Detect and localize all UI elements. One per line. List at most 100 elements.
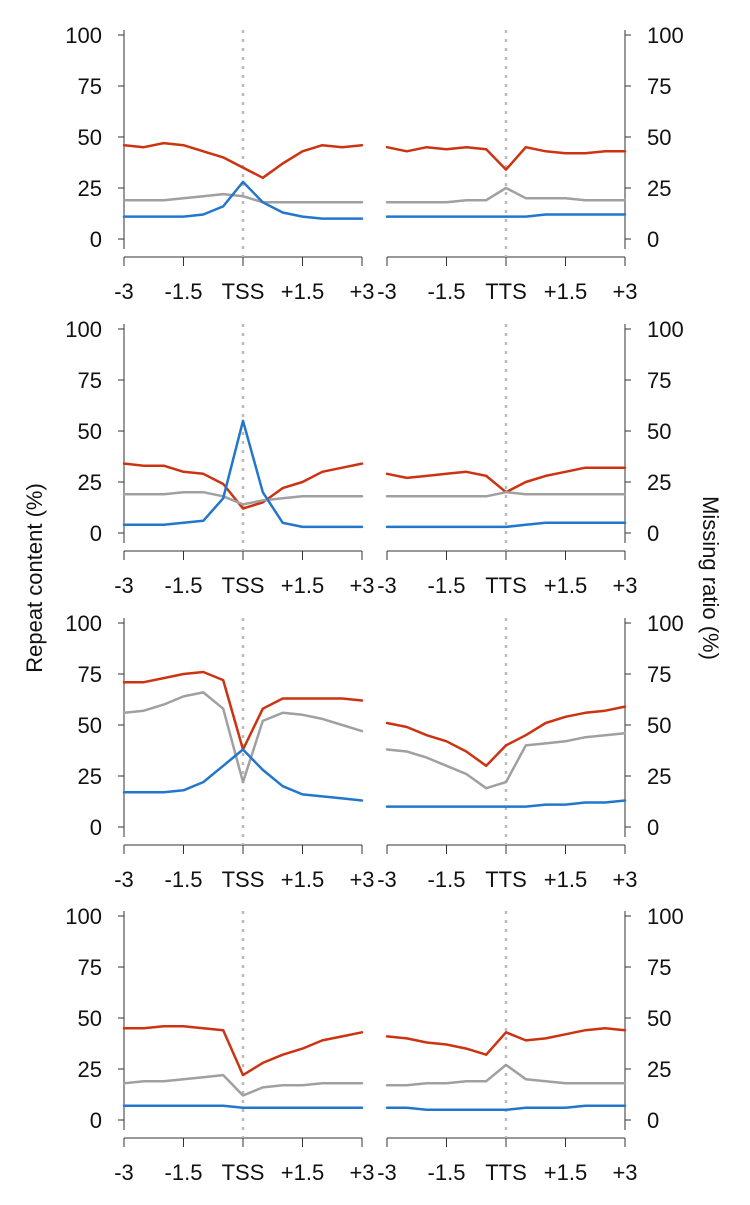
x-tick-label-left: -1.5: [165, 279, 203, 304]
series-line-blue-right: [385, 521, 627, 529]
series-line-red-left: [122, 141, 364, 180]
x-tick-label-right: TTS: [485, 867, 527, 892]
x-tick-label-left: +3: [349, 1160, 374, 1185]
y-tick-label-left: 50: [78, 713, 102, 738]
y-tick-label-left: 75: [78, 74, 102, 99]
y-tick-label-right: 100: [647, 904, 684, 929]
y-tick-label-left: 100: [65, 611, 102, 636]
y-tick-label-right: 75: [647, 662, 671, 687]
series-line-blue-right: [385, 213, 627, 218]
series-line-blue-left: [122, 1104, 364, 1110]
x-tick-label-left: +3: [349, 867, 374, 892]
x-tick-label-right: +3: [612, 1160, 637, 1185]
x-tick-label-right: +1.5: [544, 1160, 587, 1185]
y-tick-label-left: 75: [78, 955, 102, 980]
y-tick-label-right: 50: [647, 713, 671, 738]
series-line-blue-left: [122, 419, 364, 529]
series-line-red-right: [385, 145, 627, 171]
y-tick-label-right: 50: [647, 1006, 671, 1031]
x-tick-label-left: -1.5: [165, 1160, 203, 1185]
y-tick-label-left: 50: [78, 419, 102, 444]
x-tick-label-left: TSS: [222, 573, 265, 598]
x-tick-label-right: -3: [377, 1160, 397, 1185]
series-line-grey-right: [385, 1063, 627, 1087]
x-tick-label-right: +3: [612, 573, 637, 598]
series-line-blue-right: [385, 1104, 627, 1112]
x-tick-label-left: -3: [114, 279, 134, 304]
x-tick-label-right: -1.5: [428, 1160, 466, 1185]
y-tick-label-left: 75: [78, 368, 102, 393]
x-tick-label-left: -3: [114, 1160, 134, 1185]
y-tick-label-right: 100: [647, 611, 684, 636]
y-tick-label-right: 25: [647, 764, 671, 789]
series-line-grey-right: [385, 490, 627, 498]
y-tick-label-left: 25: [78, 470, 102, 495]
x-tick-label-left: +1.5: [281, 1160, 324, 1185]
series-line-grey-right: [385, 186, 627, 204]
x-tick-label-left: TSS: [222, 279, 265, 304]
series-line-red-right: [385, 705, 627, 768]
x-tick-label-left: -3: [114, 867, 134, 892]
x-tick-label-right: -3: [377, 867, 397, 892]
y-tick-label-right: 100: [647, 317, 684, 342]
y-tick-label-left: 0: [90, 815, 102, 840]
x-tick-label-right: +1.5: [544, 279, 587, 304]
y-tick-label-left: 75: [78, 662, 102, 687]
y-tick-label-right: 25: [647, 1057, 671, 1082]
y-tick-label-right: 0: [647, 227, 659, 252]
series-line-red-left: [122, 462, 364, 510]
y-tick-label-right: 0: [647, 1108, 659, 1133]
y-tick-label-right: 25: [647, 470, 671, 495]
y-tick-label-left: 100: [65, 904, 102, 929]
y-tick-label-right: 50: [647, 125, 671, 150]
x-tick-label-left: TSS: [222, 1160, 265, 1185]
y-tick-label-right: 75: [647, 368, 671, 393]
x-tick-label-left: +3: [349, 573, 374, 598]
y-axis-left-title: Repeat content (%): [22, 483, 47, 673]
x-tick-label-right: +1.5: [544, 573, 587, 598]
y-tick-label-right: 75: [647, 955, 671, 980]
y-tick-label-left: 50: [78, 125, 102, 150]
x-tick-label-left: -1.5: [165, 867, 203, 892]
x-tick-label-left: -1.5: [165, 573, 203, 598]
y-tick-label-left: 0: [90, 1108, 102, 1133]
x-tick-label-right: -1.5: [428, 279, 466, 304]
y-axis-right-title: Missing ratio (%): [698, 496, 723, 660]
series-line-blue-right: [385, 799, 627, 808]
y-tick-label-right: 25: [647, 176, 671, 201]
x-tick-label-right: +3: [612, 867, 637, 892]
y-tick-label-left: 100: [65, 317, 102, 342]
x-tick-label-right: -1.5: [428, 867, 466, 892]
y-tick-label-right: 50: [647, 419, 671, 444]
y-tick-label-left: 25: [78, 764, 102, 789]
y-tick-label-right: 0: [647, 521, 659, 546]
y-tick-label-left: 100: [65, 23, 102, 48]
y-tick-label-left: 0: [90, 521, 102, 546]
series-line-grey-left: [122, 691, 364, 784]
series-line-grey-left: [122, 192, 364, 204]
x-tick-label-right: -1.5: [428, 573, 466, 598]
x-tick-label-left: +1.5: [281, 279, 324, 304]
y-tick-label-right: 0: [647, 815, 659, 840]
series-line-grey-right: [385, 731, 627, 790]
x-tick-label-right: +1.5: [544, 867, 587, 892]
x-tick-label-right: TTS: [485, 279, 527, 304]
series-line-blue-left: [122, 748, 364, 802]
series-line-blue-left: [122, 180, 364, 220]
y-tick-label-right: 100: [647, 23, 684, 48]
x-tick-label-left: +3: [349, 279, 374, 304]
x-tick-label-left: +1.5: [281, 573, 324, 598]
y-tick-label-left: 0: [90, 227, 102, 252]
y-tick-label-left: 25: [78, 1057, 102, 1082]
series-line-red-right: [385, 1026, 627, 1056]
series-line-grey-left: [122, 490, 364, 506]
x-tick-label-right: -3: [377, 573, 397, 598]
x-tick-label-right: TTS: [485, 1160, 527, 1185]
x-tick-label-left: +1.5: [281, 867, 324, 892]
